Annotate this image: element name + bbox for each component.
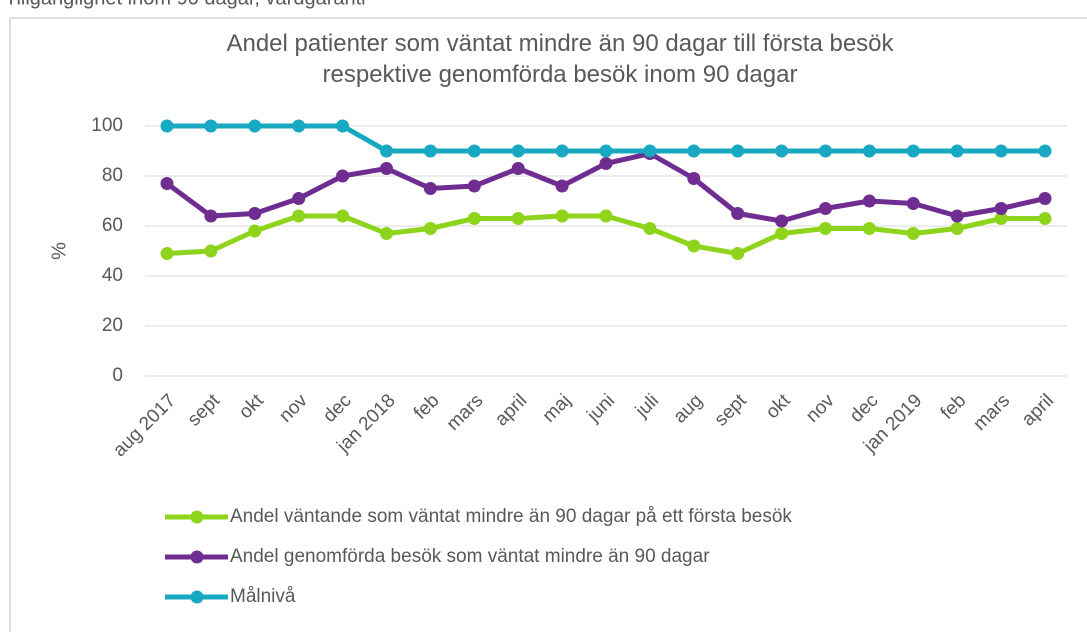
data-point [731,144,745,158]
x-tick-label: nov [275,390,312,427]
data-point [643,222,657,235]
data-point [380,144,393,158]
data-point [731,207,745,220]
data-point [555,179,569,193]
data-point [643,144,657,158]
data-point [819,202,832,215]
data-point [599,144,613,158]
x-tick-label: sept [711,390,752,431]
data-point [950,222,964,235]
data-point [906,197,920,210]
x-tick-label: nov [802,390,839,427]
data-point [248,119,262,133]
x-tick-label: aug [670,390,707,427]
data-point [555,209,569,223]
data-point [336,119,350,133]
data-point [687,172,701,185]
legend-marker [190,590,204,604]
data-point [687,239,701,253]
x-tick-label: sept [184,390,225,431]
legend-label: Andel väntande som väntat mindre än 90 d… [230,506,792,527]
data-point [423,222,437,235]
data-point [775,214,789,228]
data-point [599,209,613,223]
data-point [511,162,525,175]
data-point [204,119,218,133]
x-tick-label: juli [631,390,663,422]
data-point [248,224,262,238]
data-point [862,144,876,158]
data-point [467,144,481,158]
x-tick-label: maj [539,390,576,427]
data-point [423,182,437,195]
data-point [204,244,218,258]
data-point [336,169,350,183]
y-tick-label: 40 [102,265,123,286]
data-point [819,144,832,158]
data-point [380,162,393,175]
x-tick-label: dec [846,390,883,427]
data-point [1038,192,1052,205]
data-point [994,212,1008,225]
legend-marker [190,550,204,564]
data-point [862,194,876,208]
data-point [687,144,701,158]
data-point [994,144,1008,158]
data-point [994,202,1008,215]
data-point [160,119,174,133]
x-tick-label: feb [937,390,971,424]
x-tick-label: april [491,390,531,430]
chart-border [9,17,1087,632]
data-point [950,209,964,223]
y-tick-label: 20 [102,315,123,336]
data-point [160,177,174,190]
x-tick-label: mars [443,390,488,435]
data-point [380,227,393,240]
data-point [555,144,569,158]
x-tick-label: dec [319,390,356,427]
legend-label: Andel genomförda besök som väntat mindre… [230,546,710,567]
data-point [336,209,350,223]
y-tick-label: 60 [102,215,123,236]
y-tick-label: 80 [102,165,123,186]
data-point [599,157,613,170]
y-axis-label: % [48,242,70,260]
data-point [1038,144,1052,158]
data-point [423,144,437,158]
data-point [292,209,306,223]
x-tick-label: feb [410,390,444,424]
data-point [248,207,262,220]
x-tick-label: mars [969,390,1014,435]
legend-marker [190,510,204,524]
header: Tillgänglighet inom 90 dagar, vårdgarant… [5,0,366,9]
y-tick-label: 100 [91,115,123,136]
x-tick-label: april [1018,390,1058,430]
x-tick-label: okt [235,390,268,423]
data-point [950,144,964,158]
legend-label: Målnivå [230,586,296,607]
y-tick-label: 0 [112,365,123,386]
data-point [906,144,920,158]
data-point [511,144,525,158]
data-point [467,179,481,193]
data-point [731,247,745,260]
x-tick-label: okt [762,390,795,423]
data-point [1038,212,1052,225]
data-point [906,227,920,240]
data-point [775,227,789,240]
data-point [819,222,832,235]
data-point [204,209,218,223]
chart-title: Andel patienter som väntat mindre än 90 … [226,30,894,88]
data-point [160,247,174,260]
x-tick-label: aug 2017 [109,390,180,461]
data-point [292,192,306,205]
data-point [775,144,789,158]
data-point [292,119,306,133]
x-tick-label: juni [583,390,619,426]
data-point [467,212,481,225]
data-point [511,212,525,225]
data-point [862,222,876,235]
